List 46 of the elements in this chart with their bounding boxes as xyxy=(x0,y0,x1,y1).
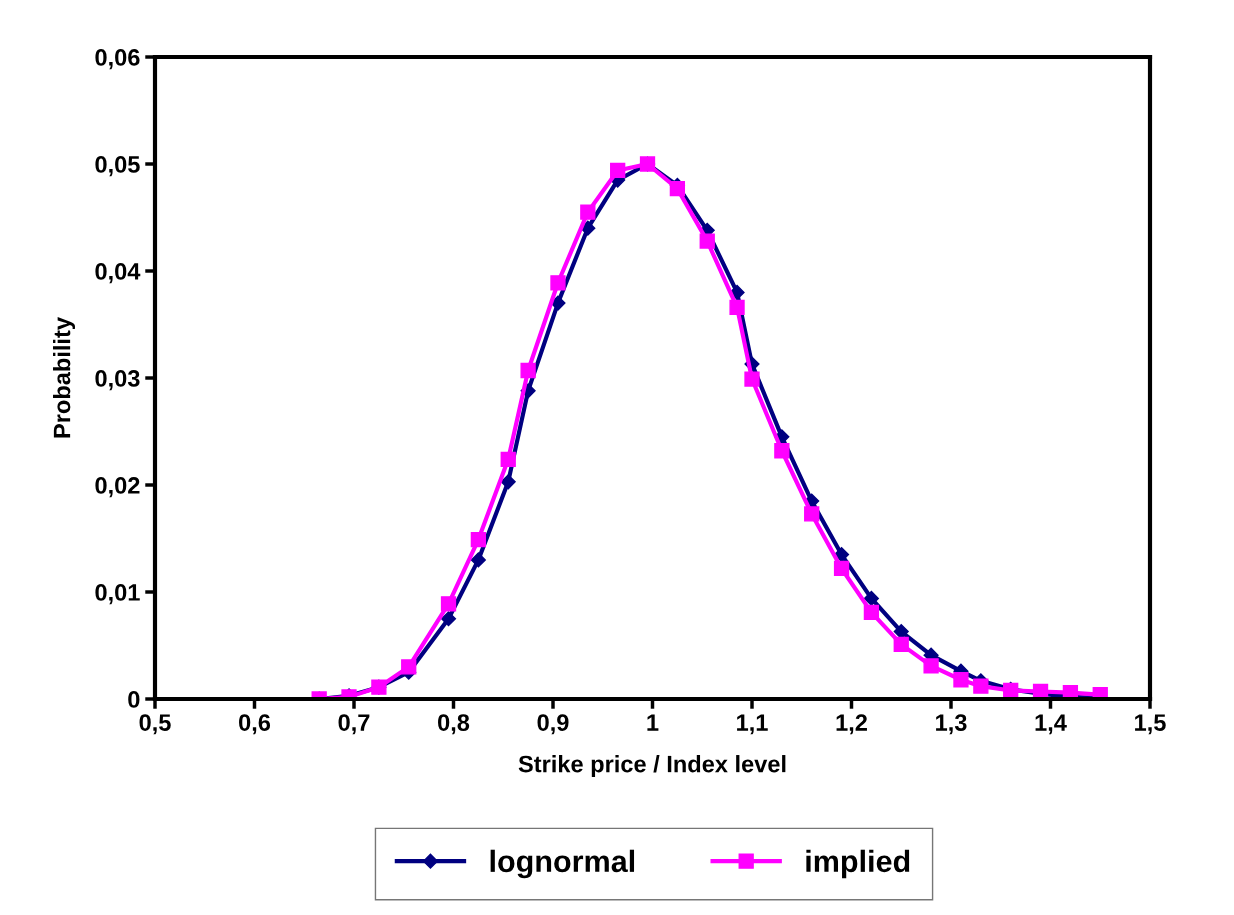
y-tick-label: 0,01 xyxy=(95,584,140,605)
legend-label: lognormal xyxy=(490,849,635,879)
point xyxy=(699,233,715,249)
point xyxy=(729,299,745,316)
x-tick-label: 0,9 xyxy=(537,714,569,735)
x-tick-label: 0,7 xyxy=(338,714,370,735)
point xyxy=(774,443,790,459)
point xyxy=(610,162,626,179)
y-tick-label: 0,04 xyxy=(95,263,141,284)
point xyxy=(580,204,596,220)
y-tick-label: 0,06 xyxy=(95,49,140,70)
point xyxy=(470,531,487,548)
x-tick-label: 0,5 xyxy=(139,714,171,735)
point xyxy=(953,672,969,688)
point xyxy=(863,590,879,606)
point xyxy=(863,604,880,620)
point xyxy=(470,552,486,568)
x-tick-label: 1,4 xyxy=(1035,714,1067,735)
point xyxy=(440,596,457,612)
point xyxy=(923,658,939,674)
x-axis-title: Strike price / Index level xyxy=(518,755,786,778)
x-tick-label: 1 xyxy=(647,714,659,731)
point xyxy=(893,636,909,653)
x-tick-label: 1,2 xyxy=(836,714,867,735)
point xyxy=(804,506,820,522)
x-tick-label: 1,1 xyxy=(737,714,768,735)
point xyxy=(500,474,516,490)
x-tick-label: 0,6 xyxy=(239,714,271,735)
x-tick-label: 0,8 xyxy=(438,714,470,735)
point xyxy=(500,451,516,467)
point xyxy=(550,275,566,291)
x-tick-label: 1,5 xyxy=(1135,714,1166,735)
y-tick-label: 0,02 xyxy=(95,477,140,498)
point xyxy=(401,659,417,675)
point xyxy=(973,678,989,694)
y-tick-label: 0,05 xyxy=(95,156,140,177)
y-axis-title: Probability xyxy=(53,317,76,438)
y-tick-label: 0 xyxy=(128,691,140,708)
point xyxy=(1062,684,1079,699)
point xyxy=(440,611,457,627)
legend-label: implied xyxy=(806,849,910,879)
point xyxy=(520,362,536,379)
point xyxy=(833,560,850,577)
point xyxy=(744,371,760,387)
x-tick-label: 1,3 xyxy=(936,714,967,735)
y-tick-label: 0,03 xyxy=(95,370,140,391)
